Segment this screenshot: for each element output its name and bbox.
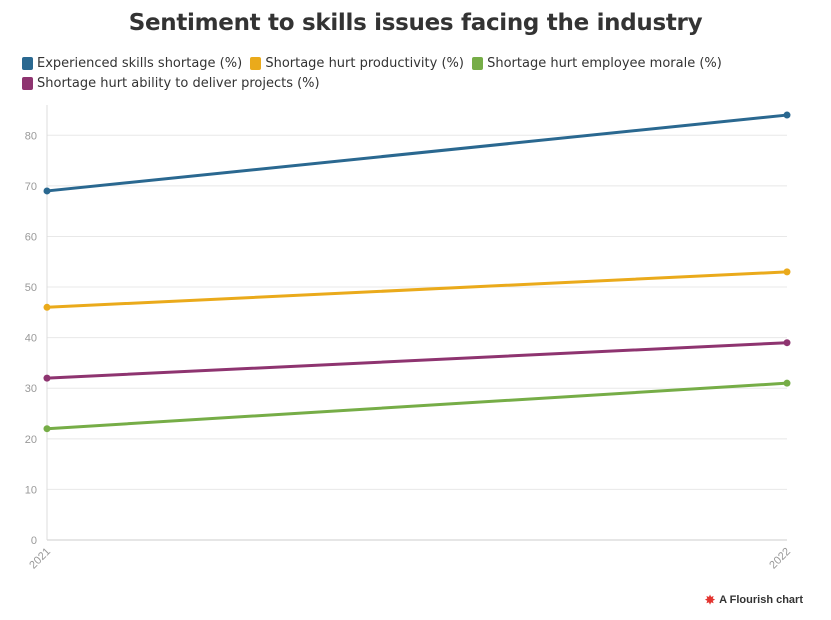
legend-swatch	[22, 57, 33, 70]
y-tick-label: 80	[25, 130, 37, 142]
y-tick-label: 50	[25, 282, 37, 294]
legend-label: Experienced skills shortage (%)	[37, 56, 243, 71]
legend: Experienced skills shortage (%) Shortage…	[22, 55, 812, 95]
legend-item-experienced-skills-shortage[interactable]: Experienced skills shortage (%)	[22, 55, 242, 72]
legend-label: Shortage hurt employee morale (%)	[487, 56, 722, 71]
data-point[interactable]	[43, 187, 51, 195]
legend-item-shortage-hurt-employee-morale[interactable]: Shortage hurt employee morale (%)	[472, 55, 722, 72]
y-tick-label: 30	[25, 383, 37, 395]
y-tick-label: 40	[25, 333, 37, 345]
y-tick-label: 20	[25, 434, 37, 446]
data-point[interactable]	[783, 379, 791, 387]
series-line	[45, 341, 789, 380]
legend-label: Shortage hurt productivity (%)	[265, 56, 464, 71]
data-point[interactable]	[43, 303, 51, 311]
legend-swatch	[22, 77, 33, 90]
flourish-credit-label: A Flourish chart	[719, 594, 803, 606]
legend-item-shortage-hurt-ability-to-deliver-projects[interactable]: Shortage hurt ability to deliver project…	[22, 75, 320, 92]
x-tick-label: 2021	[27, 546, 53, 572]
data-point[interactable]	[43, 374, 51, 382]
y-tick-label: 60	[25, 231, 37, 243]
data-point[interactable]	[783, 339, 791, 347]
y-tick-label: 0	[31, 535, 37, 547]
legend-item-shortage-hurt-productivity[interactable]: Shortage hurt productivity (%)	[250, 55, 464, 72]
data-point[interactable]	[43, 425, 51, 433]
data-point[interactable]	[783, 111, 791, 119]
data-point[interactable]	[783, 268, 791, 276]
legend-swatch	[472, 57, 484, 70]
x-tick-label: 2022	[767, 546, 793, 572]
legend-label: Shortage hurt ability to deliver project…	[37, 76, 320, 91]
flourish-logo-icon: ✸	[705, 593, 716, 607]
chart-title: Sentiment to skills issues facing the in…	[128, 10, 703, 36]
series-line	[45, 113, 789, 193]
y-tick-label: 70	[25, 181, 37, 193]
series-line	[45, 270, 789, 309]
legend-swatch	[250, 57, 262, 70]
flourish-credit-link[interactable]: ✸ A Flourish chart	[705, 594, 803, 606]
series-line	[45, 381, 789, 431]
y-tick-label: 10	[25, 484, 37, 496]
